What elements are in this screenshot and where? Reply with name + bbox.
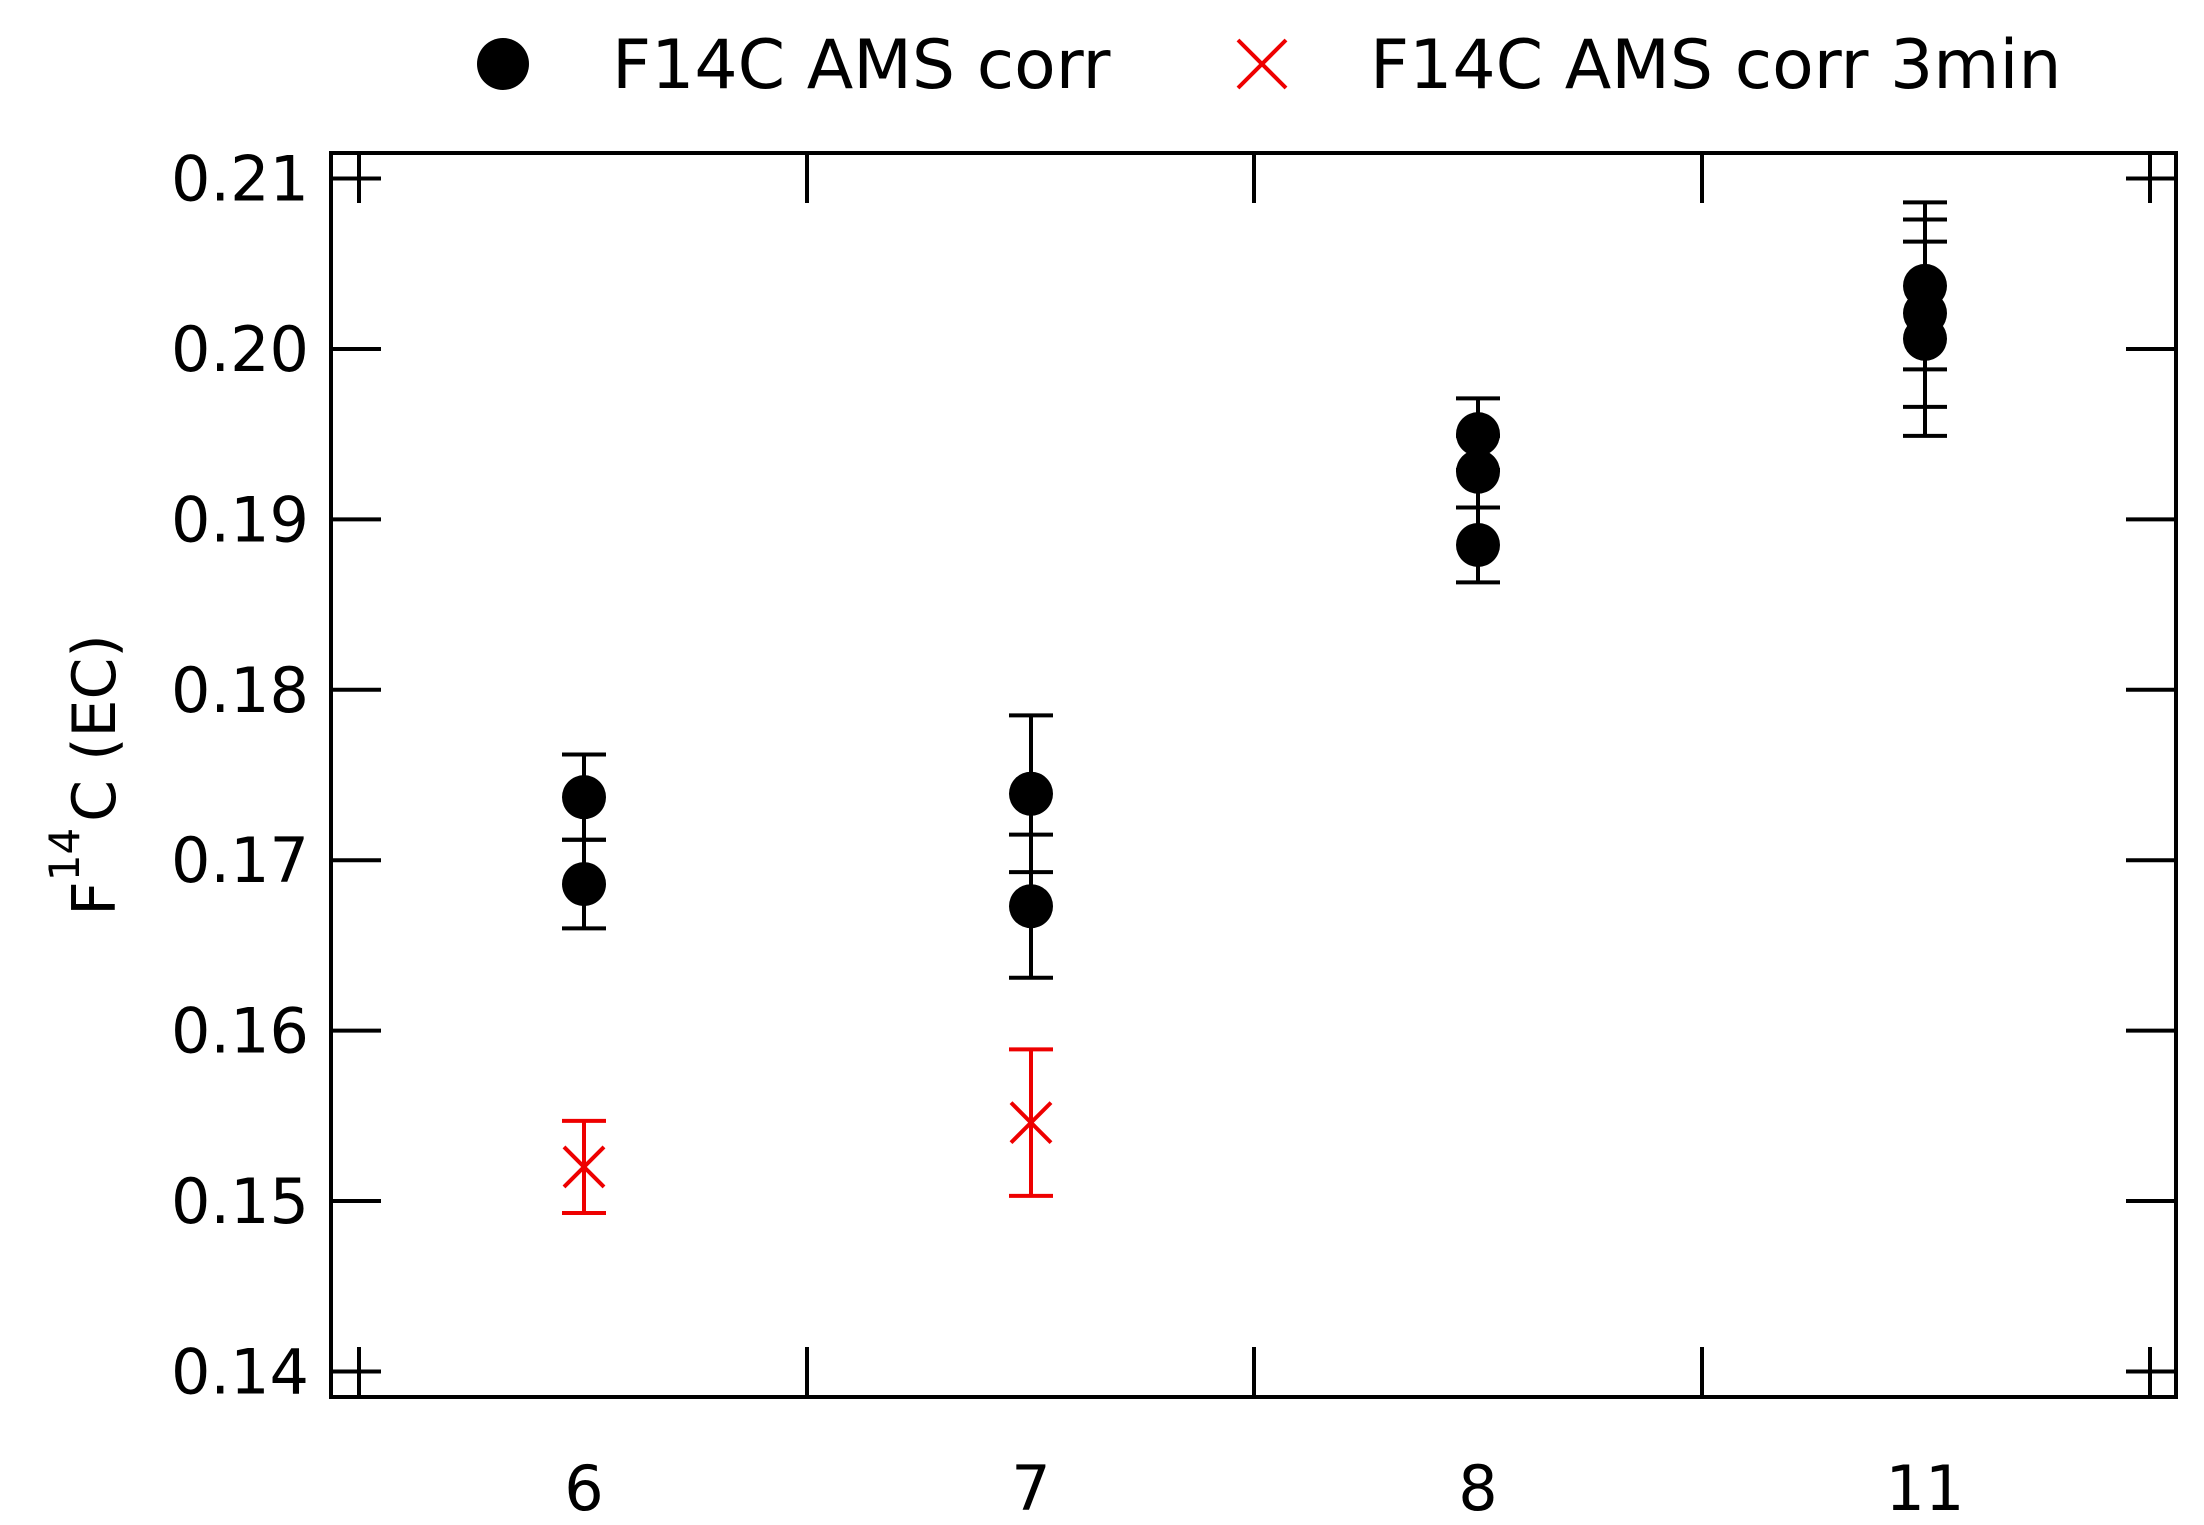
data-point-f14c-ams-corr [562, 775, 606, 820]
x-tick-label: 11 [1886, 1452, 1965, 1525]
y-axis-label-suffix: C (EC) [60, 634, 130, 822]
y-tick-label: 0.18 [171, 654, 309, 727]
y-tick-label: 0.19 [171, 483, 309, 556]
y-axis-label-prefix: F [60, 881, 130, 916]
x-tick-label: 8 [1458, 1452, 1497, 1525]
x-tick-labels: 6 7 8 11 [564, 1452, 1964, 1525]
y-tick-label: 0.20 [171, 313, 309, 386]
y-tick-labels: 0.14 0.15 0.16 0.17 0.18 0.19 0.20 0.21 [171, 143, 309, 1409]
y-axis-label: F14 C (EC) [40, 634, 130, 916]
legend-label-f14c-ams-corr-3min: F14C AMS corr 3min [1370, 26, 2062, 105]
data-point-f14c-ams-corr [1456, 449, 1500, 494]
data-point-f14c-ams-corr-3min [1009, 1101, 1053, 1145]
data-point-f14c-ams-corr [1009, 771, 1053, 816]
legend: F14C AMS corr F14C AMS corr 3min [477, 26, 2062, 105]
y-tick-label: 0.17 [171, 824, 309, 897]
axis-ticks [331, 153, 2176, 1397]
legend-marker-f14c-ams-corr [477, 38, 529, 90]
data-point-f14c-ams-corr [1009, 884, 1053, 929]
y-axis-label-superscript: 14 [40, 828, 89, 881]
data-marks [562, 200, 1947, 1215]
data-point-f14c-ams-corr [562, 862, 606, 907]
x-tick-label: 6 [564, 1452, 603, 1525]
legend-marker-f14c-ams-corr-3min [1236, 38, 1288, 90]
y-tick-label: 0.16 [171, 995, 309, 1068]
y-tick-label: 0.14 [171, 1335, 309, 1408]
plot-frame [329, 151, 2178, 1399]
y-tick-label: 0.21 [171, 143, 309, 216]
data-point-f14c-ams-corr [1456, 522, 1500, 567]
legend-label-f14c-ams-corr: F14C AMS corr [612, 26, 1110, 105]
data-point-f14c-ams-corr-3min [562, 1145, 606, 1189]
x-tick-label: 7 [1011, 1452, 1050, 1525]
data-point-f14c-ams-corr [1903, 316, 1947, 361]
y-tick-label: 0.15 [171, 1165, 309, 1238]
svg-text:F14C (EC): F14 C (EC) [40, 634, 130, 916]
